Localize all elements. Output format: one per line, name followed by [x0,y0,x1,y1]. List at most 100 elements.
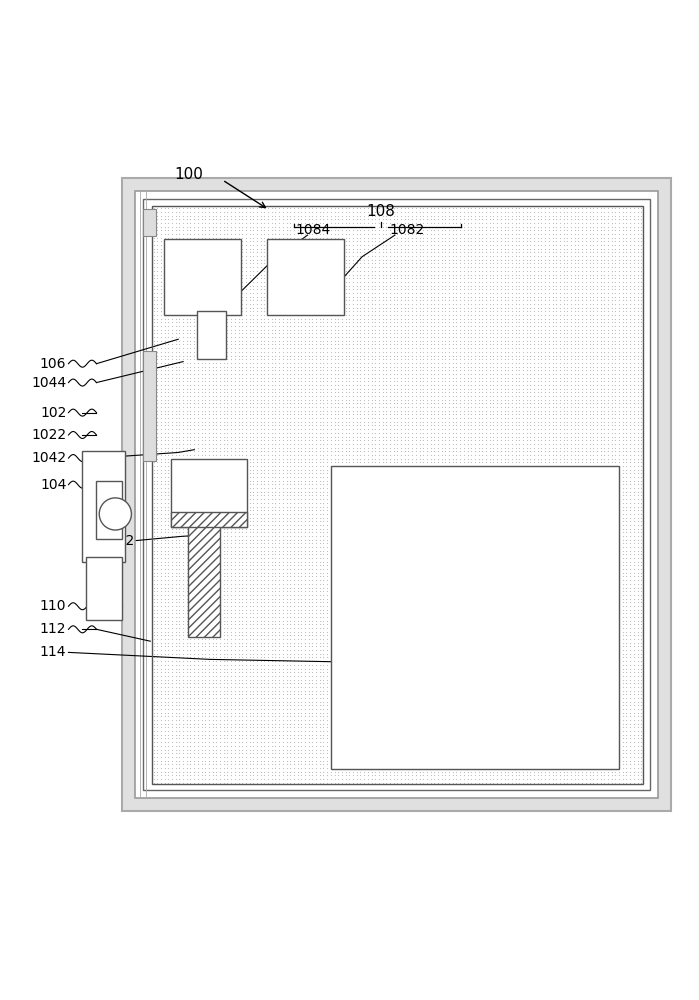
Point [477,267,488,283]
Point [436,226,447,242]
Point [244,510,255,526]
Point [480,613,491,629]
Point [510,591,521,607]
Point [391,436,403,452]
Point [189,432,200,448]
Point [178,580,189,596]
Point [229,602,240,618]
Point [547,749,558,765]
Point [315,565,326,581]
Point [307,668,318,684]
Point [447,557,459,573]
Point [436,454,447,470]
Point [310,462,322,478]
Point [606,414,617,430]
Point [470,730,481,746]
Point [510,362,521,378]
Point [218,465,229,481]
Point [373,270,384,286]
Point [525,403,536,419]
Point [315,281,326,297]
Point [451,281,462,297]
Point [495,727,506,743]
Point [333,694,344,710]
Point [218,278,229,294]
Point [226,635,237,651]
Point [155,436,166,452]
Point [310,292,322,308]
Point [407,487,418,503]
Point [606,406,617,422]
Point [322,613,333,629]
Point [292,204,303,220]
Point [322,340,333,356]
Point [569,532,580,548]
Point [211,263,222,279]
Point [410,657,421,673]
Point [163,557,174,573]
Point [178,675,189,691]
Point [540,738,551,754]
Point [344,499,355,515]
Point [292,653,303,669]
Point [466,495,477,511]
Point [185,756,196,772]
Point [580,322,591,338]
Point [540,565,551,581]
Point [362,521,373,537]
Point [247,708,259,724]
Point [447,267,459,283]
Point [233,451,244,467]
Point [580,399,591,415]
Point [377,510,388,526]
Point [459,226,470,242]
Point [222,679,233,695]
Point [377,661,388,677]
Point [466,462,477,478]
Point [218,646,229,662]
Point [299,487,310,503]
Point [196,738,207,754]
Point [215,233,226,249]
Point [628,263,640,279]
Point [632,289,643,305]
Point [303,351,315,367]
Point [215,638,226,654]
Point [454,425,466,441]
Bar [171,512,247,527]
Point [396,502,407,518]
Point [565,355,577,371]
Point [211,708,222,724]
Point [281,200,292,216]
Point [580,712,591,728]
Point [366,657,377,673]
Point [488,653,499,669]
Point [384,267,396,283]
Point [425,749,436,765]
Point [462,723,473,739]
Point [459,392,470,408]
Point [244,767,255,783]
Point [488,292,499,308]
Point [322,222,333,238]
Point [595,329,606,345]
Point [351,392,362,408]
Point [192,340,203,356]
Point [454,753,466,769]
Point [196,436,207,452]
Point [185,546,196,562]
Point [281,248,292,264]
Point [310,215,322,231]
Point [610,465,621,481]
Point [580,344,591,360]
Point [459,532,470,548]
Point [181,672,192,688]
Point [484,252,496,268]
Point [159,241,171,257]
Point [377,208,388,224]
Point [506,440,517,456]
Point [270,336,281,352]
Point [351,476,362,492]
Point [381,631,392,647]
Point [170,443,181,459]
